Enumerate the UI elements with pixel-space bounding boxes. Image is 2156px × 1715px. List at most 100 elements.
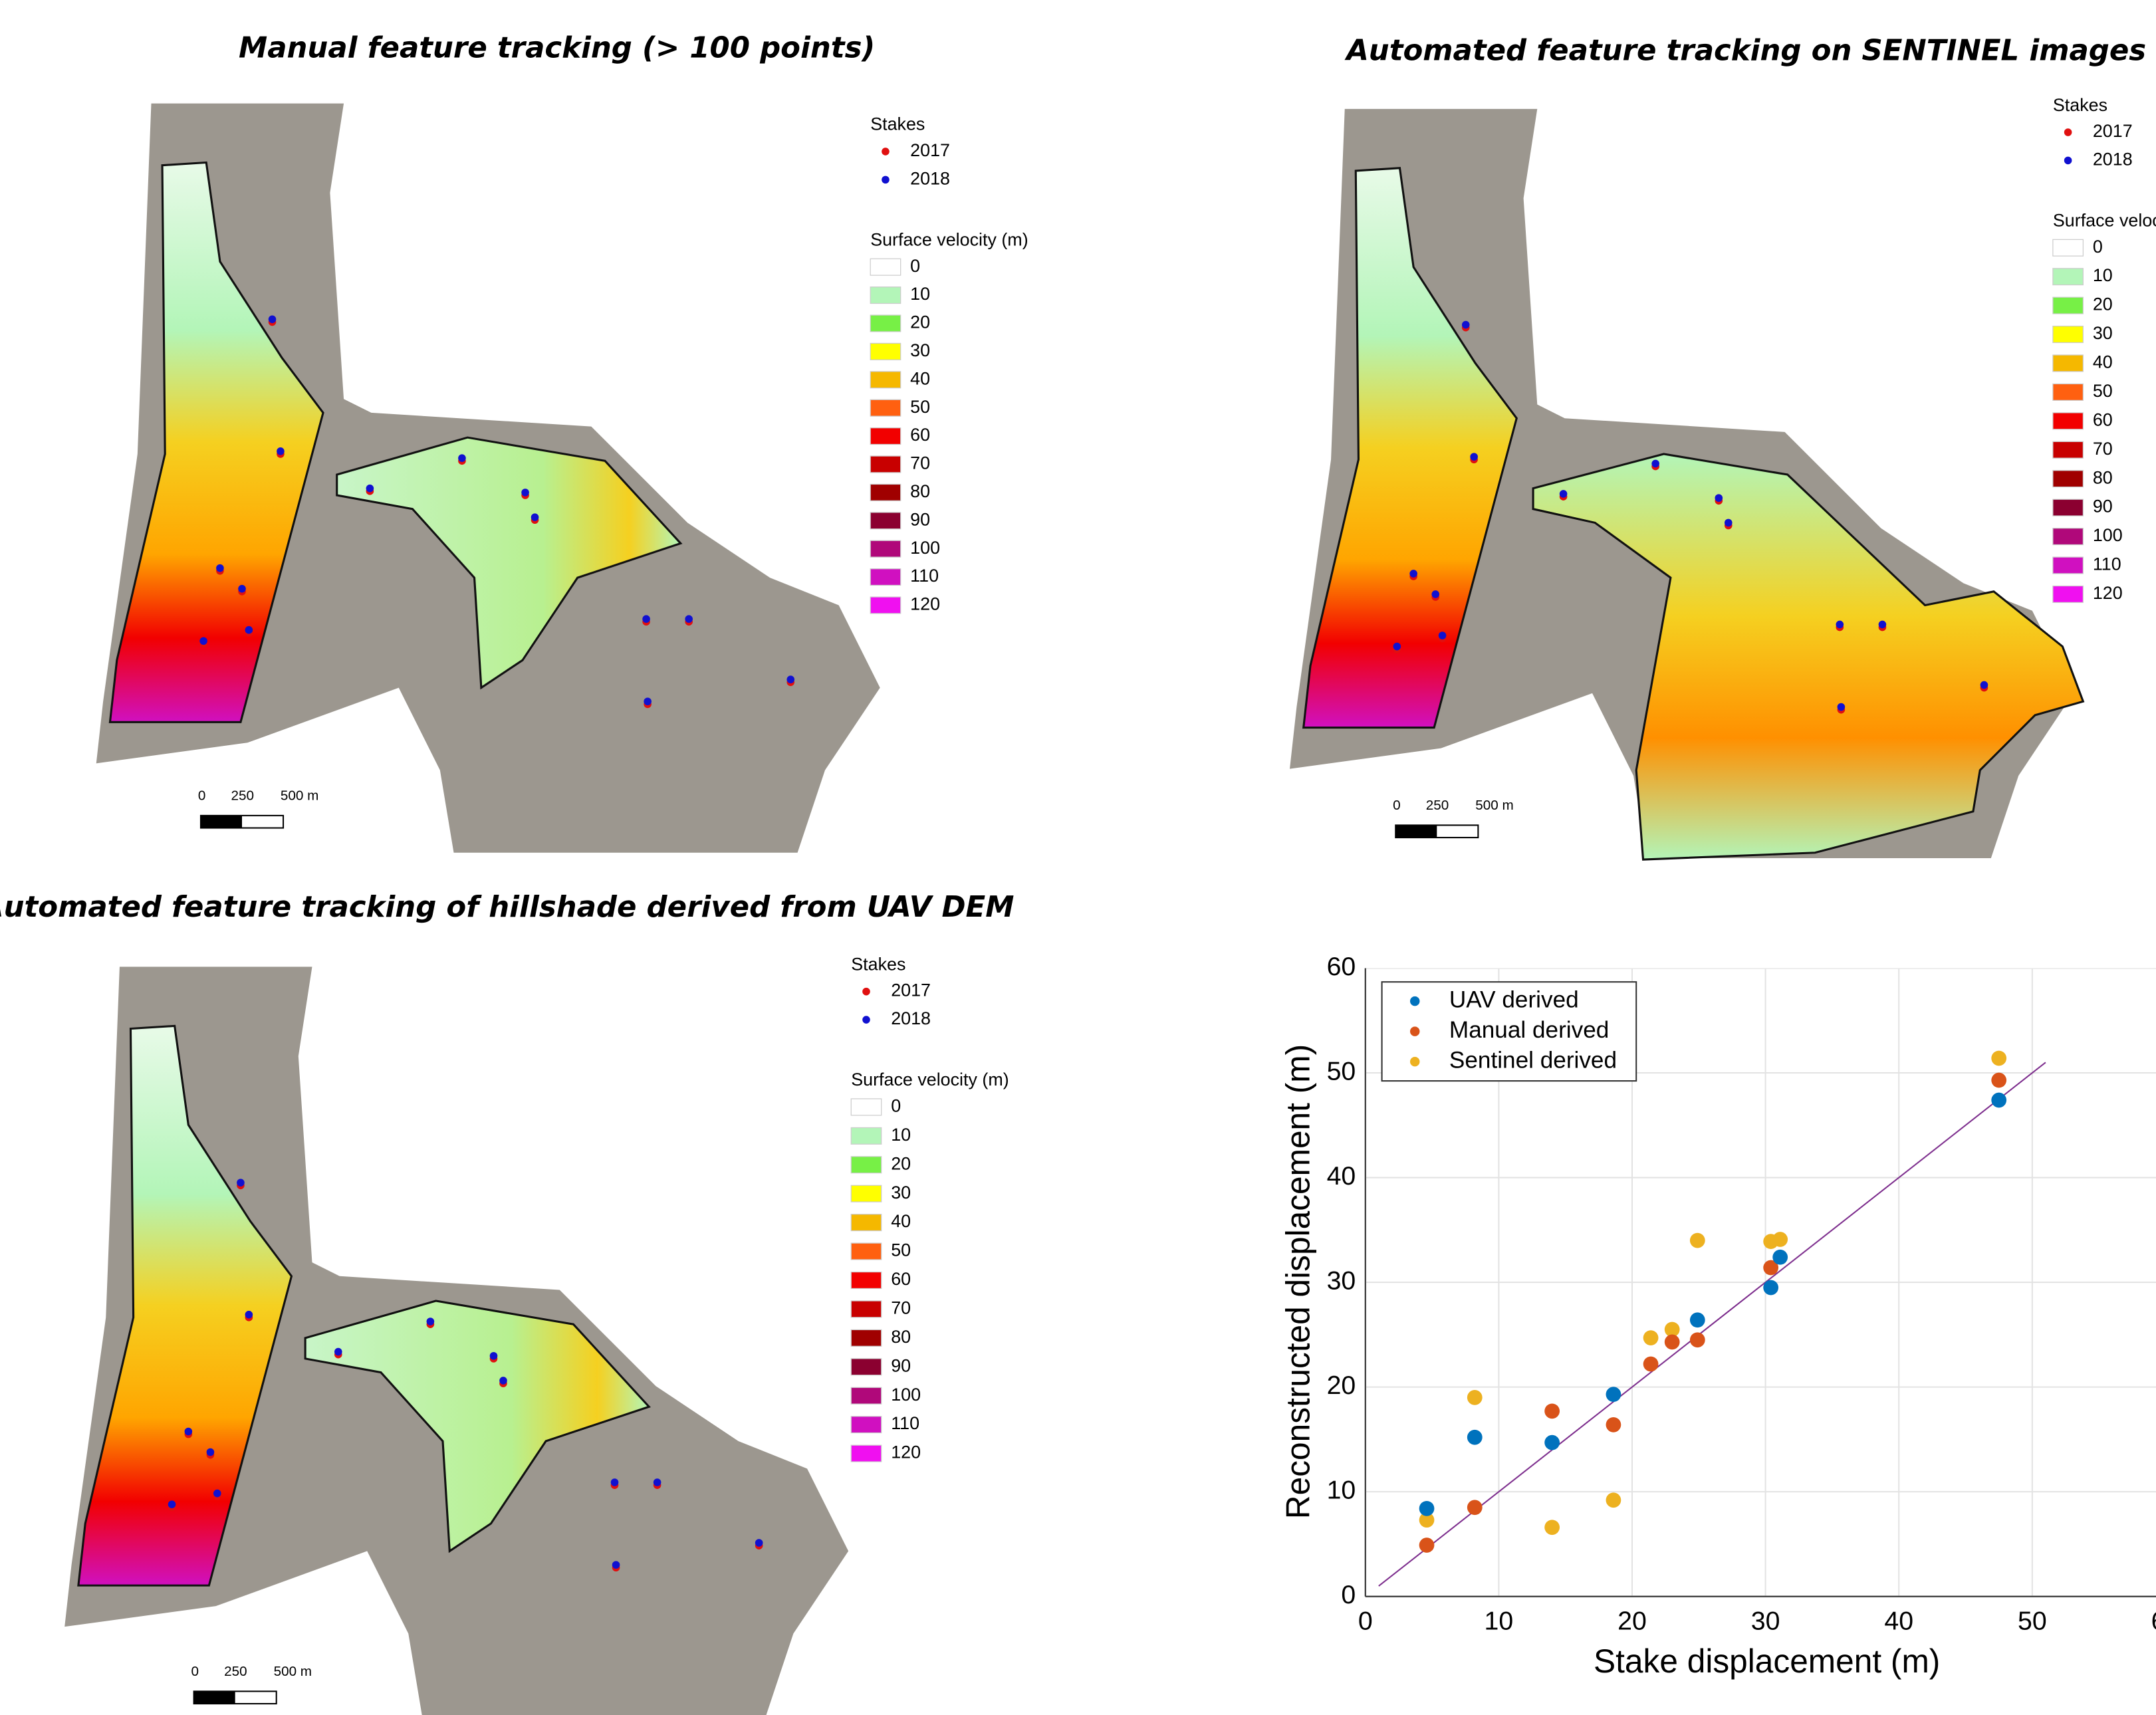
y-tick-label: 40 xyxy=(1327,1161,1356,1191)
point xyxy=(1467,1430,1483,1445)
map-title: Manual feature tracking (> 100 points) xyxy=(239,31,875,64)
stake-2018 xyxy=(213,1490,221,1498)
stake-2018 xyxy=(1725,519,1733,527)
legend-label: 80 xyxy=(2093,467,2113,487)
scale-label: 500 m xyxy=(274,1664,312,1679)
legend-swatch xyxy=(870,259,901,275)
scale-label: 250 xyxy=(231,788,253,803)
scale-bar xyxy=(201,816,242,828)
scale-bar xyxy=(1395,825,1437,838)
legend-label: 120 xyxy=(910,594,940,614)
legend-swatch xyxy=(851,1445,882,1462)
stake-2018 xyxy=(499,1377,507,1385)
legend-label: 50 xyxy=(891,1240,911,1260)
legend-marker xyxy=(1410,996,1419,1006)
stake-2018 xyxy=(185,1428,193,1436)
legend-label: 80 xyxy=(910,481,930,501)
legend-swatch xyxy=(870,569,901,586)
point xyxy=(1690,1233,1705,1248)
stake-2018 xyxy=(1439,631,1447,639)
legend-swatch xyxy=(851,1185,882,1202)
stake-2018 xyxy=(531,513,539,521)
legend-swatch xyxy=(851,1157,882,1173)
stake-2018 xyxy=(1409,570,1417,578)
legend-label: 90 xyxy=(910,509,930,529)
point xyxy=(1544,1520,1560,1535)
legend-label: 120 xyxy=(2093,583,2123,603)
stake-2018 xyxy=(168,1500,176,1508)
legend-marker xyxy=(1410,1026,1419,1036)
stake-2018 xyxy=(1879,621,1887,629)
stake-2018 xyxy=(1462,321,1470,329)
legend-dot xyxy=(862,1016,870,1024)
legend-swatch xyxy=(870,343,901,360)
legend-swatch xyxy=(870,428,901,445)
legend-swatch xyxy=(851,1099,882,1115)
legend-label: 100 xyxy=(891,1385,921,1405)
legend-label: 100 xyxy=(910,538,940,558)
legend-label: Sentinel derived xyxy=(1449,1047,1617,1073)
stake-2018 xyxy=(644,697,652,705)
page: Manual feature tracking (> 100 points) St… xyxy=(0,0,2156,1715)
x-tick-label: 50 xyxy=(2018,1606,2047,1635)
legend-swatch xyxy=(870,456,901,473)
point xyxy=(1772,1250,1788,1265)
x-tick-label: 40 xyxy=(1884,1606,1913,1635)
legend-label: 60 xyxy=(2093,409,2113,429)
point xyxy=(1606,1417,1621,1432)
legend-swatch xyxy=(2053,269,2084,285)
legend-swatch xyxy=(2053,326,2084,343)
legend-label: 20 xyxy=(2093,294,2113,314)
point xyxy=(1606,1492,1621,1508)
legend-swatch xyxy=(870,597,901,614)
stake-2018 xyxy=(1651,460,1659,468)
scale-label: 0 xyxy=(1393,798,1401,813)
legend-label: 2017 xyxy=(910,140,950,160)
stake-2018 xyxy=(611,1478,619,1486)
legend-swatch xyxy=(870,400,901,416)
legend-label: 30 xyxy=(891,1183,911,1202)
point xyxy=(1763,1280,1778,1296)
scatter-chart: 01020304050600102030405060Stake displace… xyxy=(1280,952,2156,1680)
legend-label: 60 xyxy=(910,425,930,445)
legend-label: 0 xyxy=(910,256,920,276)
legend-swatch xyxy=(2053,557,2084,574)
legend-label: 110 xyxy=(891,1413,919,1433)
map-panel: Automated feature tracking on SENTINEL i… xyxy=(1290,35,2156,860)
legend-title: Stakes xyxy=(2053,95,2107,115)
legend-label: 2017 xyxy=(2093,121,2133,141)
scale-label: 250 xyxy=(1426,798,1449,813)
legend-label: UAV derived xyxy=(1449,986,1579,1012)
legend-label: 10 xyxy=(2093,265,2113,285)
point xyxy=(1544,1435,1560,1450)
legend-swatch xyxy=(2053,499,2084,516)
legend-label: Manual derived xyxy=(1449,1017,1609,1043)
map-panel: Manual feature tracking (> 100 points)St… xyxy=(96,31,1028,852)
legend-label: 50 xyxy=(910,397,930,417)
scale-label: 500 m xyxy=(281,788,318,803)
point xyxy=(1991,1093,2006,1108)
legend-label: 30 xyxy=(2093,323,2113,343)
point xyxy=(1690,1312,1705,1327)
stake-2018 xyxy=(427,1317,435,1325)
stake-2018 xyxy=(216,564,224,572)
legend-swatch xyxy=(870,540,901,557)
legend-label: 60 xyxy=(891,1269,911,1289)
legend-swatch xyxy=(2053,528,2084,545)
legend-dot xyxy=(2064,128,2072,136)
stake-2018 xyxy=(199,637,207,645)
legend-swatch xyxy=(851,1301,882,1317)
stake-2018 xyxy=(1836,621,1844,629)
stake-2018 xyxy=(1470,453,1478,461)
stake-2018 xyxy=(755,1539,763,1547)
legend-label: 2018 xyxy=(2093,149,2133,169)
stake-2018 xyxy=(277,447,285,455)
x-axis-label: Stake displacement (m) xyxy=(1594,1643,1940,1680)
point xyxy=(1419,1501,1435,1516)
x-tick-label: 30 xyxy=(1751,1606,1780,1635)
legend-swatch xyxy=(851,1243,882,1260)
stake-2018 xyxy=(490,1352,498,1360)
stake-2018 xyxy=(1393,643,1401,651)
y-axis-label: Reconstructed displacement (m) xyxy=(1280,1044,1317,1519)
point xyxy=(1991,1051,2006,1066)
